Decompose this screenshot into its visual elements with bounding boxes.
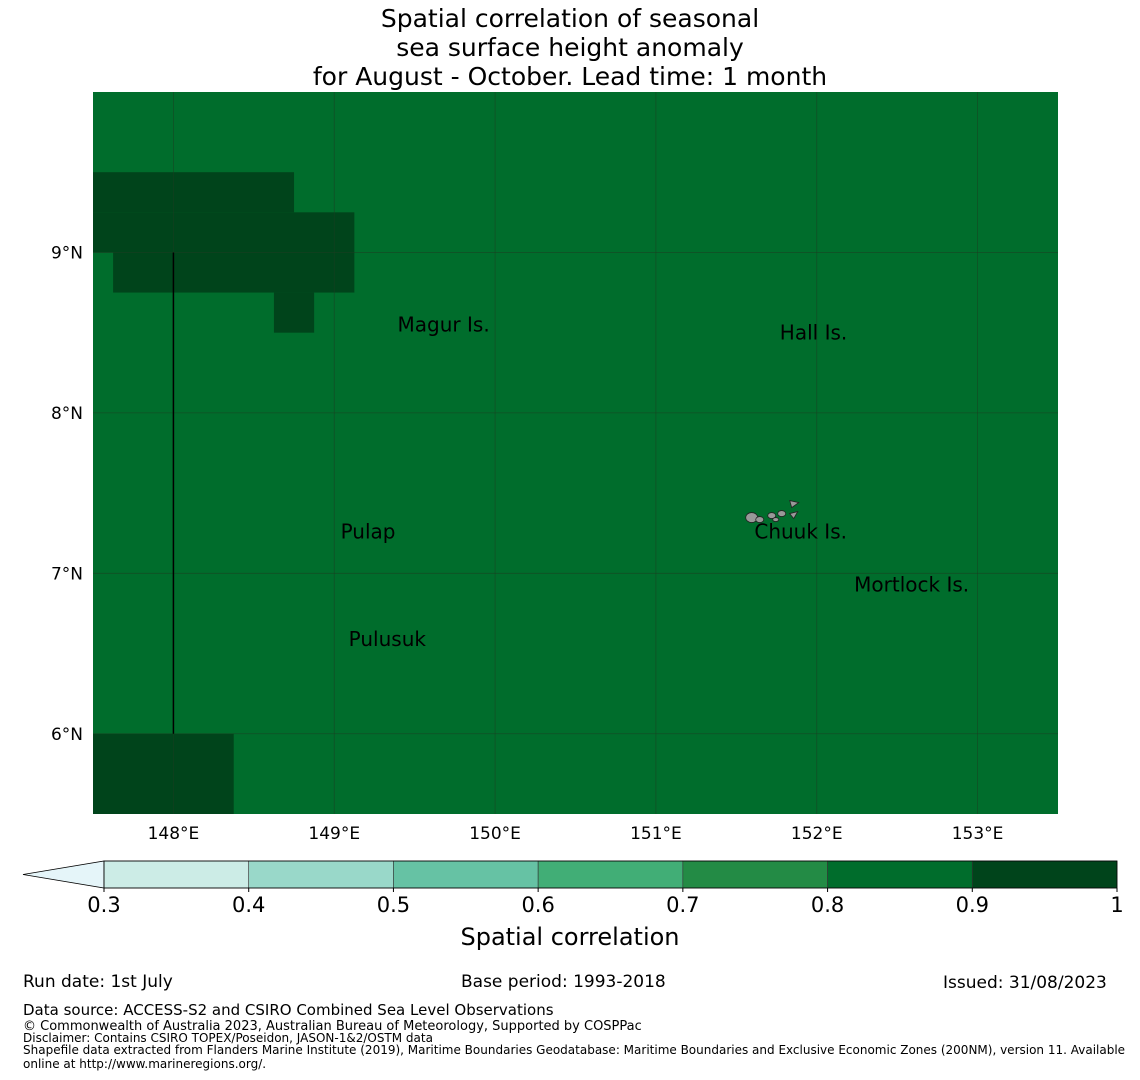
map-area: 148°E 149°E 150°E 151°E 152°E 153°E 9°N 8°N 7°N 6… [51, 92, 1058, 844]
colorbar-tick-label: 0.4 [232, 893, 265, 917]
place-label: Magur Is. [398, 313, 490, 337]
island-shape [767, 512, 777, 519]
data-source: Data source: ACCESS-S2 and CSIRO Combine… [23, 1001, 554, 1019]
map-title-line-1: Spatial correlation of seasonal [380, 4, 760, 33]
lat-tick-label: 6°N [51, 725, 83, 745]
colorbar-label: Spatial correlation [460, 923, 679, 951]
correlation-cell-block [93, 733, 234, 814]
colorbar-frame [103, 860, 1118, 889]
lat-tick-label: 7°N [51, 564, 83, 584]
lon-tick-label: 153°E [952, 824, 1004, 844]
island-shape [755, 516, 765, 523]
island-shape [772, 517, 780, 522]
place-label: Chuuk Is. [754, 520, 847, 544]
place-label: Pulap [341, 520, 396, 544]
place-label: Pulusuk [349, 627, 427, 651]
issued-date: Issued: 31/08/2023 [943, 973, 1107, 993]
lon-tick-label: 151°E [630, 824, 682, 844]
colorbar-tick-label: 0.8 [811, 893, 844, 917]
shapefile-credit-line-2: online at http://www.marineregions.org/. [23, 1057, 267, 1071]
lon-tick-label: 148°E [148, 824, 200, 844]
map-title-line-2: sea surface height anomaly [396, 33, 744, 62]
map-title-line-3: for August - October. Lead time: 1 month [312, 62, 828, 91]
place-label: Mortlock Is. [854, 573, 969, 597]
lon-tick-label: 150°E [469, 824, 521, 844]
place-label: Hall Is. [780, 321, 847, 345]
colorbar-segment [537, 860, 684, 889]
colorbar-segment [393, 860, 539, 889]
colorbar-tick-label: 0.5 [377, 893, 410, 917]
colorbar-tick-label: 0.9 [956, 893, 989, 917]
copyright: © Commonwealth of Australia 2023, Austra… [23, 1019, 642, 1034]
run-date: Run date: 1st July [23, 972, 173, 992]
colorbar-extend-arrow [22, 860, 105, 889]
base-period: Base period: 1993-2018 [461, 972, 666, 992]
colorbar: 0.3 0.4 0.5 0.6 0.7 0.8 0.9 1 Spatial correlatio… [22, 860, 1124, 951]
correlation-cell-block [93, 172, 295, 213]
lat-tick-label: 8°N [51, 404, 83, 424]
lon-tick-label: 152°E [791, 824, 843, 844]
colorbar-segment [248, 860, 394, 889]
colorbar-segment [103, 860, 250, 889]
colorbar-tick-label: 0.6 [521, 893, 554, 917]
colorbar-segment [971, 860, 1118, 889]
island-shape [789, 510, 799, 520]
correlation-cell-block [113, 252, 355, 293]
island-shape [777, 510, 787, 517]
shapefile-credit-line-1: Shapefile data extracted from Flanders M… [23, 1043, 1126, 1057]
disclaimer: Disclaimer: Contains CSIRO TOPEX/Poseido… [23, 1031, 433, 1045]
colorbar-segment [682, 860, 828, 889]
correlation-cell-block [273, 292, 315, 333]
lat-tick-label: 9°N [51, 243, 83, 263]
colorbar-tick-label: 0.3 [87, 893, 120, 917]
lon-tick-label: 149°E [308, 824, 360, 844]
colorbar-tick-label: 0.7 [666, 893, 699, 917]
correlation-cell-block [93, 212, 355, 253]
colorbar-tick-label: 1 [1110, 893, 1123, 917]
colorbar-segment [827, 860, 973, 889]
island-shape [789, 500, 800, 509]
